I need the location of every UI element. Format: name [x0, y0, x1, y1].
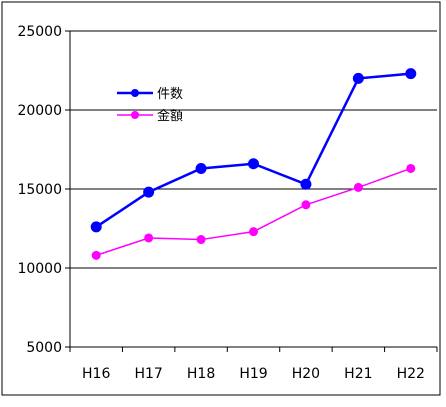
series-1-point-H22 [406, 163, 416, 173]
series-1-point-H16 [91, 250, 101, 260]
x-axis-ticks: H16 H17 H18 H19 H20 H21 H22 [69, 347, 438, 382]
series-1-point-H17 [144, 233, 154, 243]
y-axis-ticks: 5000 10000 15000 20000 25000 [17, 24, 70, 356]
gridlines [70, 30, 437, 269]
series [90, 68, 417, 260]
y-tick-label-15000: 15000 [17, 182, 62, 198]
series-0-point-H17 [143, 186, 155, 198]
legend-marker-1 [131, 111, 139, 119]
legend-marker-0 [131, 89, 139, 97]
x-tick-label-H19: H19 [239, 366, 267, 382]
series-0-point-H20 [300, 178, 312, 190]
chart-border [1, 1, 441, 396]
legend-label-1: 金額 [157, 108, 183, 124]
series-1-point-H19 [249, 227, 258, 237]
x-tick-label-H17: H17 [134, 366, 162, 382]
y-tick-label-20000: 20000 [17, 103, 62, 119]
x-tick-label-H21: H21 [344, 366, 372, 382]
series-0-point-H19 [248, 158, 259, 170]
series-1-point-H20 [301, 200, 311, 210]
series-1-point-H21 [353, 182, 363, 192]
series-0-point-H21 [352, 72, 364, 84]
series-1-point-H18 [196, 235, 206, 245]
x-tick-label-H18: H18 [187, 366, 215, 382]
x-tick-label-H20: H20 [292, 366, 320, 382]
series-0-point-H18 [195, 162, 207, 174]
series-0-point-H16 [90, 221, 102, 233]
series-0-point-H22 [405, 68, 417, 80]
x-tick-label-H16: H16 [82, 366, 110, 382]
x-tick-label-H22: H22 [397, 366, 425, 382]
y-tick-label-10000: 10000 [17, 261, 62, 277]
legend-label-0: 件数 [157, 87, 183, 102]
y-tick-label-5000: 5000 [26, 340, 62, 356]
y-tick-label-25000: 25000 [17, 24, 62, 40]
